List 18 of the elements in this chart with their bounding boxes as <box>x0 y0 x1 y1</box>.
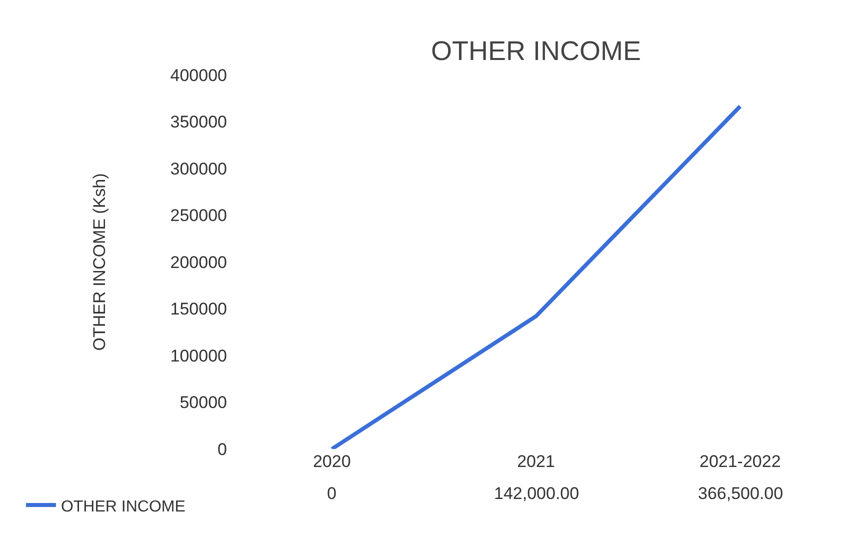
data-label: 366,500.00 <box>698 484 784 503</box>
x-tick-label: 2021-2022 <box>699 452 781 471</box>
x-tick-label: 2021 <box>517 452 555 471</box>
y-tick-label: 0 <box>218 440 227 459</box>
y-axis-title: OTHER INCOME (Ksh) <box>90 173 109 351</box>
y-tick-label: 250000 <box>170 206 227 226</box>
legend-label: OTHER INCOME <box>60 498 186 516</box>
y-tick-label: 200000 <box>170 252 227 272</box>
y-tick-label: 400000 <box>170 66 227 85</box>
y-tick-label: 350000 <box>170 112 227 132</box>
data-label: 0 <box>327 484 336 503</box>
data-label: 142,000.00 <box>494 484 580 503</box>
chart-title: OTHER INCOME <box>431 36 642 66</box>
y-tick-label: 300000 <box>170 159 227 178</box>
y-tick-label: 50000 <box>180 393 227 412</box>
x-tick-label: 2020 <box>312 452 351 471</box>
y-tick-label: 150000 <box>170 300 227 319</box>
y-tick-label: 100000 <box>170 346 227 366</box>
